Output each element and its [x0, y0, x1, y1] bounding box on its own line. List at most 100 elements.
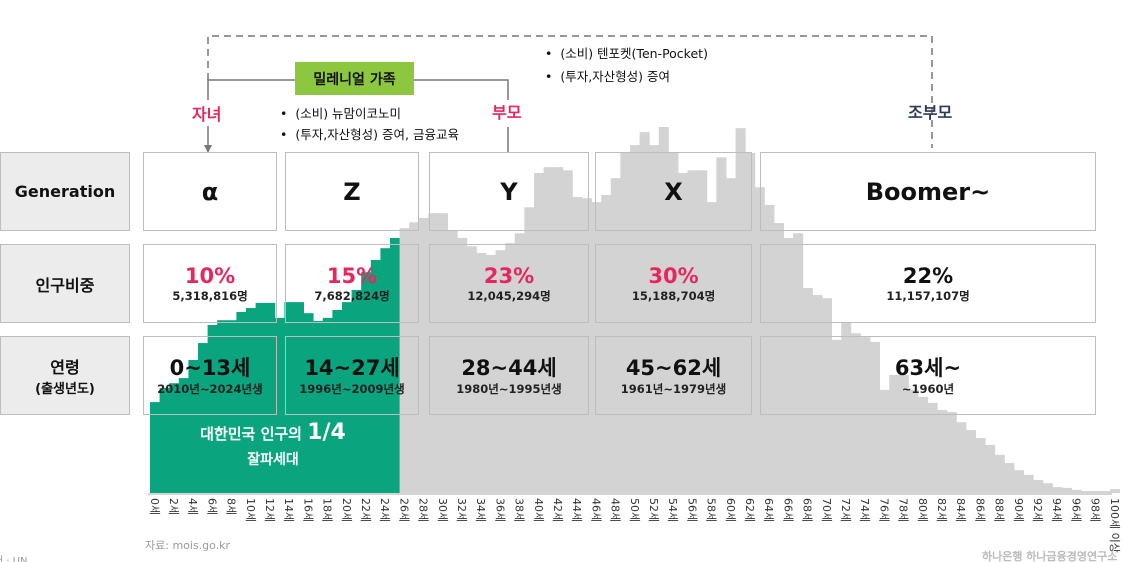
- bar-75세: [870, 341, 880, 493]
- note-text: (투자,자산형성) 증여: [560, 69, 671, 84]
- bar-85세: [966, 430, 976, 493]
- x-tick-label: 20세: [340, 498, 353, 522]
- x-tick-label: 64세: [762, 498, 775, 522]
- bar-30세: [438, 213, 448, 493]
- bar-35세: [486, 254, 496, 493]
- generation-cell: Boomer~: [760, 152, 1096, 231]
- bar-20세: [342, 302, 352, 493]
- millennial-family-badge: 밀레니얼 가족: [295, 62, 414, 95]
- x-tick-label: 54세: [666, 498, 679, 522]
- bar-61세: [735, 128, 746, 493]
- hana-logo: 하나은행 하나금융경영연구소: [982, 550, 1118, 562]
- x-tick-label: 62세: [743, 498, 756, 522]
- bar-28세: [418, 217, 429, 494]
- bar-32세: [457, 237, 468, 493]
- bar-78세: [898, 374, 909, 493]
- bar-31세: [447, 230, 458, 493]
- bar-39세: [524, 207, 535, 493]
- x-tick-label: 34세: [474, 498, 487, 522]
- x-tick-label: 8세: [225, 498, 238, 515]
- grandparent-note-investment: • (투자,자산형성) 증여: [545, 69, 671, 84]
- bar-56세: [687, 170, 698, 493]
- bar-15세: [294, 302, 304, 493]
- highlight-subtitle: 잘파세대: [247, 452, 299, 468]
- arrow-head-icon: [204, 145, 212, 153]
- birth-years: 1961년~1979년생: [620, 381, 727, 396]
- bar-66세: [783, 237, 794, 493]
- x-tick-label: 86세: [973, 498, 986, 522]
- bar-92세: [1033, 480, 1044, 493]
- bar-40세: [534, 173, 544, 493]
- generation-name: Boomer~: [865, 177, 991, 206]
- generation-name: Z: [343, 177, 361, 206]
- bar-26세: [399, 228, 410, 493]
- bar-63세: [754, 187, 765, 494]
- x-tick-label: 94세: [1050, 498, 1063, 522]
- bar-48세: [610, 178, 621, 493]
- share-cell: 15% 7,682,824명: [285, 244, 419, 323]
- population-count: 12,045,294명: [467, 288, 551, 303]
- x-tick-label: 60세: [724, 498, 737, 522]
- bar-3세: [178, 378, 189, 493]
- bar-73세: [850, 333, 861, 493]
- bar-55세: [678, 173, 688, 493]
- bar-95세: [1062, 487, 1072, 493]
- zalpha-highlight: 대한민국 인구의 1/4 잘파세대: [150, 420, 396, 469]
- x-tick-label: 30세: [436, 498, 449, 522]
- bar-27세: [409, 222, 420, 493]
- x-tick-label: 10세: [244, 498, 257, 522]
- bar-76세: [879, 389, 890, 493]
- x-tick-label: 26세: [397, 498, 410, 522]
- bar-0세: [150, 402, 160, 493]
- note-text: (투자,자산형성) 증여, 금융교육: [295, 127, 459, 142]
- bar-45세: [582, 198, 592, 494]
- x-tick-label: 78세: [897, 498, 910, 522]
- population-share: 30%: [648, 263, 699, 288]
- bar-93세: [1042, 483, 1053, 493]
- share-cell: 10% 5,318,816명: [143, 244, 277, 323]
- x-tick-label: 22세: [359, 498, 372, 522]
- row-label-age: 연령 (출생년도): [0, 336, 130, 415]
- bar-69세: [812, 295, 823, 493]
- x-tick-label: 74세: [858, 498, 871, 522]
- bar-81세: [927, 402, 938, 493]
- birth-years: 1996년~2009년생: [299, 381, 405, 396]
- row-label-generation: Generation: [0, 152, 130, 231]
- population-count: 5,318,816명: [172, 288, 248, 303]
- bar-44세: [572, 197, 583, 493]
- x-tick-label: 24세: [378, 498, 391, 522]
- population-count: 15,188,704명: [631, 288, 716, 303]
- x-tick-label: 28세: [417, 498, 430, 522]
- population-share: 15%: [326, 263, 378, 288]
- x-tick-label: 46세: [589, 498, 602, 522]
- population-share: 10%: [184, 263, 236, 288]
- grandparent-note-consumption: • (소비) 텐포켓(Ten-Pocket): [545, 46, 708, 61]
- bar-34세: [476, 252, 487, 493]
- bar-29세: [428, 213, 439, 493]
- child-label: 자녀: [192, 105, 222, 124]
- bar-84세: [956, 422, 967, 493]
- note-text: (소비) 뉴맘이코노미: [295, 106, 402, 121]
- x-tick-label: 72세: [839, 498, 852, 522]
- bar-68세: [802, 287, 813, 493]
- x-tick-label: 92세: [1031, 498, 1044, 522]
- age-cell: 14~27세 1996년~2009년생: [285, 336, 419, 415]
- birth-years: 1980년~1995년생: [456, 381, 562, 396]
- x-tick-label: 44세: [570, 498, 583, 522]
- x-tick-label: 76세: [877, 498, 890, 522]
- x-tick-label: 66세: [781, 498, 794, 522]
- age-cell: 28~44세 1980년~1995년생: [429, 336, 589, 415]
- age-range: 0~13세: [169, 355, 251, 380]
- bar-91세: [1023, 474, 1034, 493]
- x-tick-label: 0세: [148, 498, 161, 515]
- bar-19세: [332, 310, 343, 493]
- bar-33세: [466, 246, 477, 493]
- age-range: 63세~: [894, 355, 962, 380]
- x-tick-label: 70세: [820, 498, 833, 522]
- x-tick-label: 96세: [1069, 498, 1082, 522]
- x-tick-label: 80세: [916, 498, 929, 522]
- birth-year-label: (출생년도): [35, 382, 95, 397]
- bar-36세: [495, 250, 506, 493]
- parent-note-consumption: • (소비) 뉴맘이코노미: [280, 106, 402, 121]
